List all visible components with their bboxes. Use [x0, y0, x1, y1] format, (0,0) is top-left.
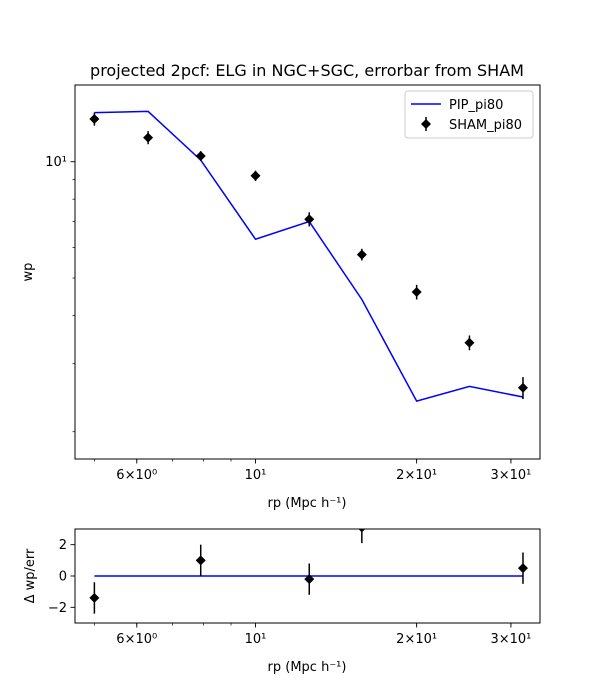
- residual-data-point: [89, 592, 100, 603]
- main-y-axis: 10¹: [45, 155, 75, 433]
- residual-x-axis-label: rp (Mpc h⁻¹): [268, 660, 347, 675]
- residual-x-tick-label: 3×10¹: [490, 632, 531, 647]
- main-data-point: [304, 214, 315, 225]
- residual-x-tick-label: 6×10⁰: [116, 632, 157, 647]
- legend-box: [404, 90, 534, 139]
- residual-y-tick-label: −2: [48, 601, 67, 616]
- main-x-tick-label: 6×10⁰: [116, 468, 157, 483]
- residual-data-point: [517, 563, 528, 574]
- main-data-point: [250, 170, 261, 181]
- residual-data-point: [304, 574, 315, 585]
- main-x-tick-label: 2×10¹: [396, 468, 437, 483]
- legend-diamond-swatch: [421, 119, 431, 129]
- main-y-tick-label: 10¹: [45, 155, 67, 170]
- residual-y-tick-label: 2: [59, 538, 67, 553]
- legend-label-pip: PIP_pi80: [449, 98, 503, 113]
- residual-data-point: [358, 529, 366, 533]
- main-x-tick-label: 3×10¹: [490, 468, 531, 483]
- main-data-point: [356, 249, 367, 260]
- main-data-point: [517, 382, 528, 393]
- main-data-point: [143, 132, 154, 143]
- legend-label-sham: SHAM_pi80: [449, 118, 522, 133]
- residual-y-axis: 2 0 −2: [48, 538, 75, 616]
- legend: PIP_pi80 SHAM_pi80: [404, 90, 534, 139]
- residual-x-axis: 6×10⁰ 10¹ 2×10¹ 3×10¹: [94, 623, 531, 647]
- main-x-axis-label: rp (Mpc h⁻¹): [268, 496, 347, 511]
- main-data-point: [89, 114, 100, 125]
- main-y-axis-label: wp: [21, 263, 36, 282]
- residual-y-axis-label: Δ wp/err: [23, 548, 38, 603]
- residual-x-tick-label: 2×10¹: [396, 632, 437, 647]
- main-data-point: [411, 287, 422, 298]
- main-x-tick-label: 10¹: [245, 468, 267, 483]
- residual-x-tick-label: 10¹: [245, 632, 267, 647]
- main-x-axis: 6×10⁰ 10¹ 2×10¹ 3×10¹: [94, 459, 531, 483]
- residual-y-tick-label: 0: [59, 570, 67, 585]
- main-data-point: [195, 150, 206, 161]
- main-panel: projected 2pcf: ELG in NGC+SGC, errorbar…: [21, 61, 541, 511]
- residual-panel: 6×10⁰ 10¹ 2×10¹ 3×10¹ 2 0 −2 rp (Mpc h⁻¹) Δ w…: [23, 528, 541, 675]
- main-data-point: [464, 337, 475, 348]
- chart-title: projected 2pcf: ELG in NGC+SGC, errorbar…: [90, 61, 524, 80]
- residual-data-point: [195, 555, 206, 566]
- main-plot-frame: [74, 84, 541, 460]
